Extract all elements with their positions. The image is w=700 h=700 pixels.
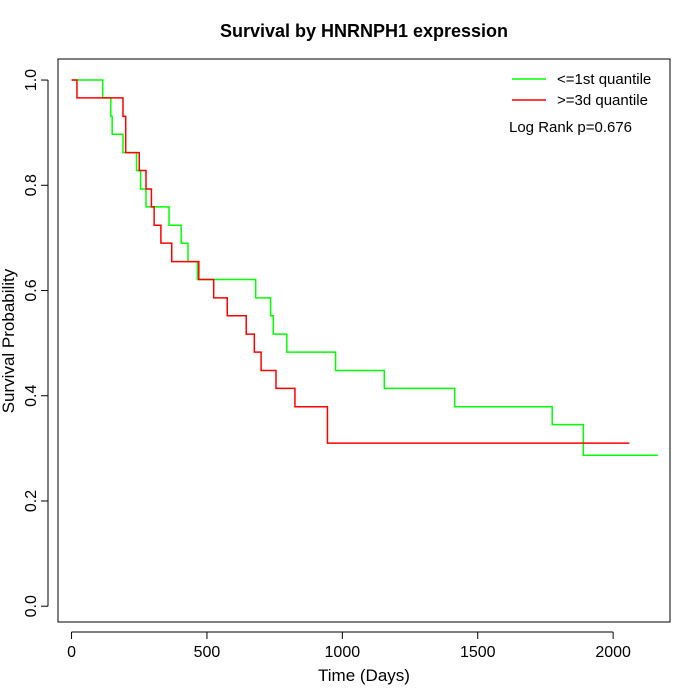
x-tick-label: 1500 — [460, 644, 496, 661]
series-layer — [71, 79, 658, 456]
y-tick-label: 0.6 — [23, 279, 40, 301]
legend-label-high: >=3d quantile — [557, 92, 648, 109]
x-tick-label: 500 — [194, 644, 221, 661]
series-line-high — [71, 79, 630, 444]
plot-frame — [57, 58, 671, 623]
x-tick-label: 2000 — [595, 644, 631, 661]
y-tick-label: 1.0 — [23, 69, 40, 91]
x-axis-label: Time (Days) — [318, 666, 410, 685]
y-axis: 0.0 0.2 0.4 0.6 0.8 1.0 — [23, 69, 49, 617]
y-tick-label: 0.0 — [23, 595, 40, 617]
legend: <=1st quantile >=3d quantile — [512, 71, 651, 109]
log-rank-annotation: Log Rank p=0.676 — [509, 119, 632, 136]
x-tick-label: 0 — [67, 644, 76, 661]
y-tick-label: 0.4 — [23, 385, 40, 407]
y-tick-label: 0.2 — [23, 490, 40, 512]
y-tick-label: 0.8 — [23, 174, 40, 196]
x-tick-label: 1000 — [325, 644, 361, 661]
legend-label-low: <=1st quantile — [557, 71, 651, 88]
chart-title: Survival by HNRNPH1 expression — [220, 21, 508, 41]
y-axis-label: Survival Probability — [0, 268, 18, 413]
x-axis: 0 500 1000 1500 2000 — [67, 631, 631, 661]
